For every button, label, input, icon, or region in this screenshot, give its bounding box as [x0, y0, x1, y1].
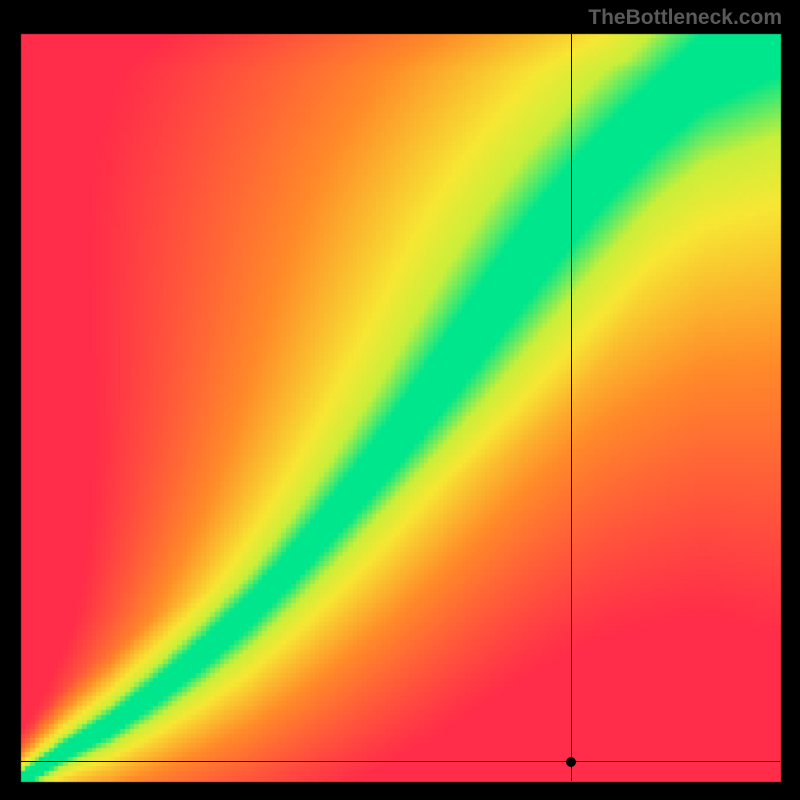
crosshair-vertical — [571, 34, 572, 781]
watermark-text: TheBottleneck.com — [588, 6, 782, 30]
bottleneck-heatmap — [0, 0, 800, 800]
selection-marker — [566, 757, 576, 767]
crosshair-horizontal — [21, 761, 780, 762]
chart-container: TheBottleneck.com — [0, 0, 800, 800]
